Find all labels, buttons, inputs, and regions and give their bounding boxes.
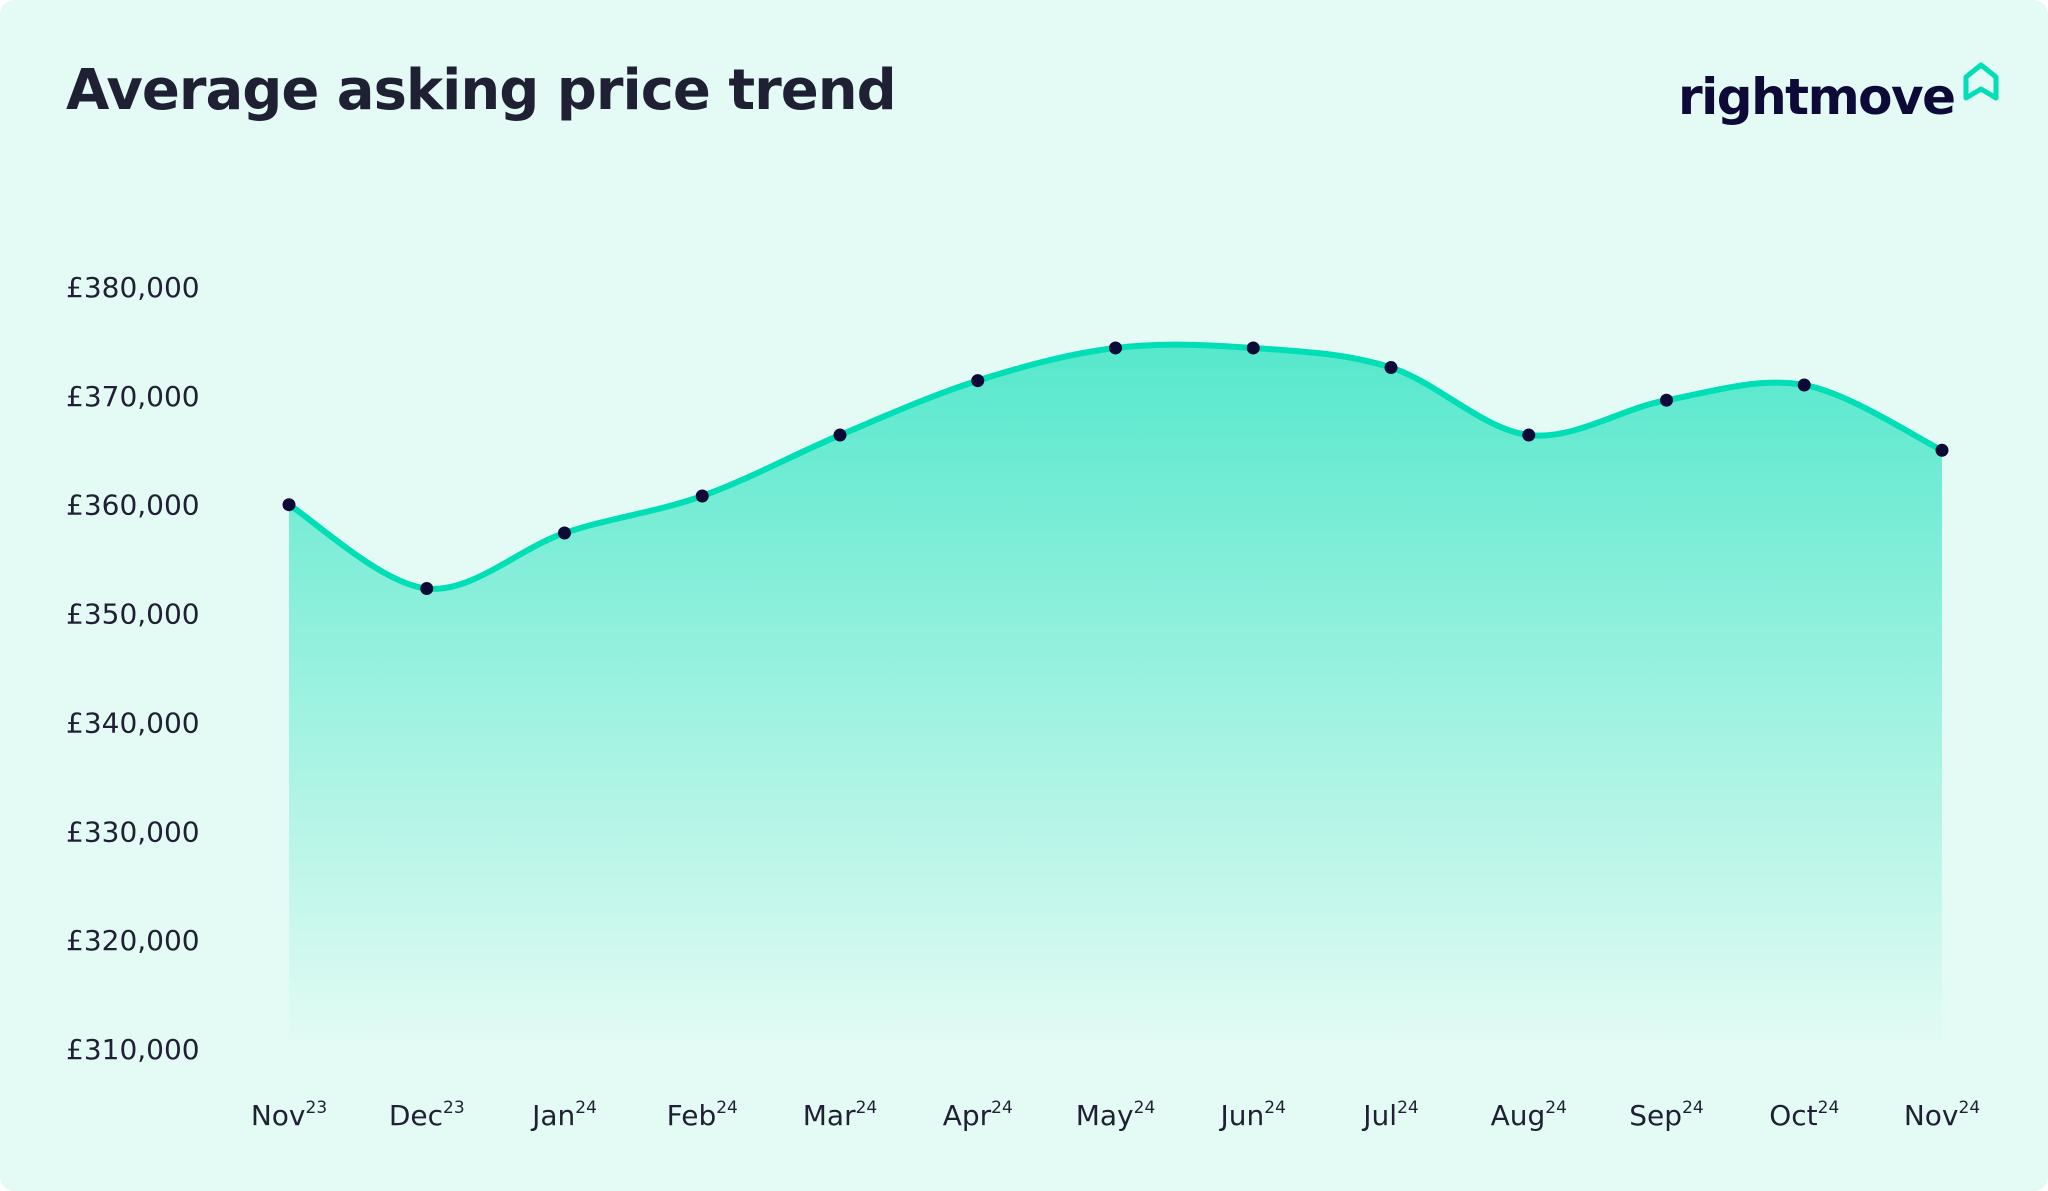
rightmove-logo: rightmove [1678,62,2001,132]
x-tick-year: 24 [1545,1098,1567,1118]
x-tick-month: May [1076,1099,1134,1132]
x-tick-label: Dec23 [389,1098,465,1132]
x-tick-month: Oct [1769,1099,1817,1132]
x-tick-year: 24 [575,1098,597,1118]
house-icon [1963,62,1999,101]
data-point [558,526,571,540]
data-point [1797,378,1811,392]
y-tick-label: £360,000 [66,489,200,522]
x-tick-year: 24 [1959,1098,1981,1118]
x-tick-month: Apr [943,1099,992,1132]
x-tick-label: Sep24 [1629,1098,1703,1132]
x-tick-month: Mar [803,1099,856,1132]
x-tick-month: Dec [389,1099,443,1132]
y-tick-label: £320,000 [66,924,200,957]
x-tick-month: Jan [530,1099,575,1132]
x-tick-label: Apr24 [943,1098,1013,1132]
page-title: Average asking price trend [66,58,897,123]
x-tick-year: 24 [1264,1098,1286,1118]
x-tick-year: 24 [991,1098,1013,1118]
x-tick-label: Aug24 [1491,1098,1567,1132]
x-tick-year: 23 [306,1098,328,1118]
data-point [1522,428,1536,442]
x-tick-label: Jan24 [530,1098,597,1132]
x-tick-year: 23 [443,1098,465,1118]
x-tick-year: 24 [1682,1098,1704,1118]
x-tick-label: Oct24 [1769,1098,1839,1132]
x-tick-year: 24 [856,1098,878,1118]
data-point [1109,341,1122,355]
x-tick-month: Jun [1219,1099,1265,1132]
data-point [833,428,847,442]
x-tick-month: Jul [1361,1099,1397,1132]
y-tick-label: £370,000 [66,380,200,413]
x-tick-month: Nov [251,1099,306,1132]
y-tick-label: £310,000 [66,1033,200,1066]
x-tick-year: 24 [1134,1098,1156,1118]
area-fill [289,344,1942,1049]
data-point [1246,341,1260,355]
data-point [971,374,985,388]
x-tick-month: Feb [667,1099,717,1132]
x-tick-month: Nov [1904,1099,1959,1132]
data-point [420,582,434,596]
x-tick-label: Nov24 [1904,1098,1980,1132]
y-tick-label: £330,000 [66,815,200,848]
logo-text: rightmove [1678,68,1956,126]
y-tick-label: £380,000 [66,271,200,304]
data-point [1384,361,1398,375]
x-tick-year: 24 [1397,1098,1419,1118]
x-tick-month: Sep [1629,1099,1682,1132]
data-point [282,498,296,512]
y-tick-label: £340,000 [66,706,200,739]
y-tick-label: £350,000 [66,598,200,631]
x-tick-year: 24 [1818,1098,1840,1118]
x-tick-label: May24 [1076,1098,1156,1132]
x-tick-label: Jun24 [1219,1098,1286,1132]
x-tick-label: Feb24 [667,1098,738,1132]
data-point [1660,393,1673,407]
x-tick-month: Aug [1491,1099,1546,1132]
x-tick-label: Jul24 [1361,1098,1418,1132]
x-tick-label: Nov23 [251,1098,327,1132]
data-point [695,489,709,503]
x-tick-label: Mar24 [803,1098,877,1132]
data-point [1935,443,1949,457]
x-tick-year: 24 [716,1098,738,1118]
